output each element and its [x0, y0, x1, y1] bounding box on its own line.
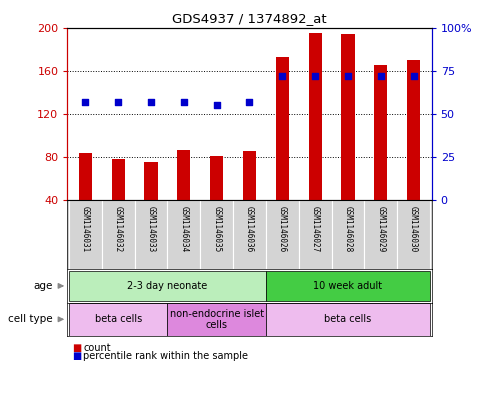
- Text: 10 week adult: 10 week adult: [313, 281, 383, 291]
- Bar: [341, 34, 354, 200]
- Bar: [243, 151, 256, 200]
- Bar: [374, 65, 387, 200]
- Text: GSM1146033: GSM1146033: [147, 206, 156, 252]
- Text: GSM1146029: GSM1146029: [376, 206, 385, 252]
- Text: GSM1146035: GSM1146035: [212, 206, 221, 252]
- Bar: [233, 200, 266, 269]
- Bar: [168, 200, 200, 269]
- Bar: [308, 33, 322, 200]
- Text: GSM1146031: GSM1146031: [81, 206, 90, 252]
- Bar: [266, 303, 430, 336]
- Bar: [145, 162, 158, 200]
- Text: GSM1146027: GSM1146027: [311, 206, 320, 252]
- Point: [246, 99, 253, 105]
- Bar: [69, 200, 102, 269]
- Point: [410, 73, 418, 79]
- Point: [114, 99, 122, 105]
- Point: [81, 99, 89, 105]
- Bar: [407, 60, 420, 200]
- Text: GSM1146026: GSM1146026: [278, 206, 287, 252]
- Bar: [168, 303, 266, 336]
- Title: GDS4937 / 1374892_at: GDS4937 / 1374892_at: [172, 12, 327, 25]
- Point: [180, 99, 188, 105]
- Bar: [331, 200, 364, 269]
- Bar: [364, 200, 397, 269]
- Bar: [112, 159, 125, 200]
- Point: [278, 73, 286, 79]
- Text: GSM1146036: GSM1146036: [245, 206, 254, 252]
- Point: [311, 73, 319, 79]
- Text: age: age: [33, 281, 52, 291]
- Text: non-endocrine islet
cells: non-endocrine islet cells: [170, 309, 264, 330]
- Text: GSM1146032: GSM1146032: [114, 206, 123, 252]
- Bar: [177, 150, 191, 200]
- Bar: [210, 156, 223, 200]
- Text: GSM1146028: GSM1146028: [343, 206, 352, 252]
- Text: ■: ■: [72, 351, 82, 361]
- Text: cell type: cell type: [8, 314, 52, 324]
- Bar: [299, 200, 331, 269]
- Text: percentile rank within the sample: percentile rank within the sample: [83, 351, 249, 361]
- Point: [147, 99, 155, 105]
- Bar: [102, 200, 135, 269]
- Bar: [69, 271, 266, 301]
- Point: [213, 102, 221, 108]
- Text: GSM1146030: GSM1146030: [409, 206, 418, 252]
- Point: [344, 73, 352, 79]
- Text: 2-3 day neonate: 2-3 day neonate: [127, 281, 208, 291]
- Text: beta cells: beta cells: [95, 314, 142, 324]
- Text: count: count: [83, 343, 111, 353]
- Bar: [69, 303, 168, 336]
- Bar: [135, 200, 168, 269]
- Text: ■: ■: [72, 343, 82, 353]
- Bar: [266, 200, 299, 269]
- Bar: [200, 200, 233, 269]
- Bar: [276, 57, 289, 200]
- Text: beta cells: beta cells: [324, 314, 372, 324]
- Text: GSM1146034: GSM1146034: [179, 206, 188, 252]
- Bar: [79, 153, 92, 200]
- Bar: [266, 271, 430, 301]
- Point: [377, 73, 385, 79]
- Bar: [397, 200, 430, 269]
